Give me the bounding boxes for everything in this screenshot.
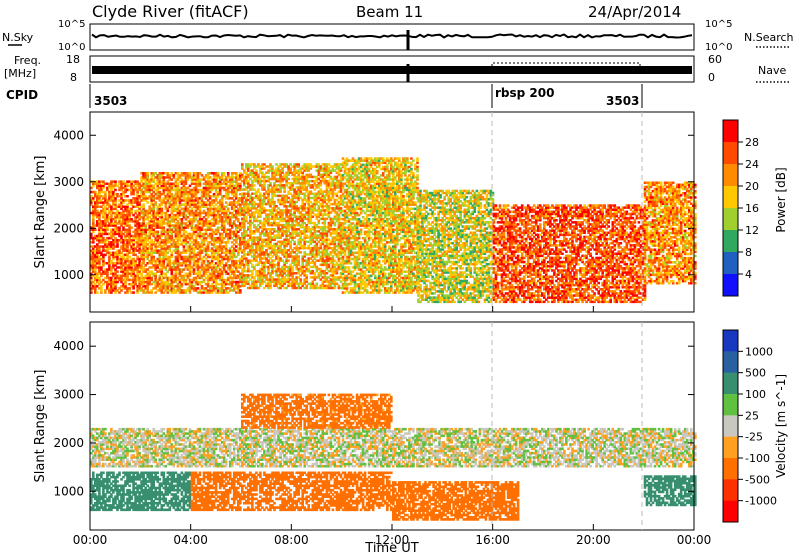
noise-panel-frame: [90, 24, 694, 50]
heatmap-cell: [114, 180, 117, 183]
date-label: 24/Apr/2014: [588, 3, 681, 21]
heatmap-cell: [114, 189, 117, 192]
radar-summary-plot: Clyde River (fitACF) Beam 11 24/Apr/2014…: [0, 0, 800, 554]
noise-left-label: N.Sky: [2, 31, 34, 44]
cpid-label: CPID: [6, 88, 38, 102]
heatmap-cell: [96, 291, 99, 294]
cpid-segment-3: 3503: [606, 94, 639, 108]
nave-tick-bottom: 0: [708, 71, 715, 84]
freq-tick-top: 18: [66, 53, 80, 66]
heatmap-cell: [132, 291, 135, 294]
heatmap-cell: [163, 226, 166, 229]
noise-panel: N.Sky 10^5 10^0 10^5 10^0 N.Search: [2, 19, 794, 53]
heatmap-cell: [146, 201, 149, 204]
noise-sky-line: [92, 35, 692, 38]
heatmap-cell: [116, 270, 119, 273]
station-title: Clyde River (fitACF): [92, 2, 249, 21]
heatmap-cell: [130, 226, 133, 229]
heatmap-cell: [154, 201, 157, 204]
heatmap-cell: [156, 231, 159, 234]
nave-right-label: Nave: [758, 64, 786, 77]
freq-panel: Freq. [MHz] 18 8 60 0 Nave: [4, 53, 790, 84]
cpid-row: CPID 3503 rbsp 200 3503: [6, 84, 642, 108]
plot-canvas: Clyde River (fitACF) Beam 11 24/Apr/2014…: [0, 0, 800, 554]
freq-tick-bottom: 8: [70, 71, 77, 84]
freq-trace: [92, 66, 692, 74]
heatmap-cell: [146, 172, 149, 175]
noise-tick-left-bottom: 10^0: [58, 42, 85, 53]
noise-tick-left-top: 10^5: [58, 19, 85, 30]
nave-trace: [492, 63, 640, 66]
noise-tick-right-top: 10^5: [705, 19, 732, 30]
cpid-segment-2: rbsp 200: [495, 86, 554, 100]
heatmap-cell: [161, 208, 164, 211]
noise-right-label: N.Search: [744, 31, 794, 44]
freq-left-label: Freq.: [14, 54, 41, 67]
cpid-segment-1: 3503: [94, 94, 127, 108]
heatmap-cell: [152, 256, 155, 259]
heatmap-cell: [126, 195, 129, 198]
freq-left-units: [MHz]: [4, 67, 36, 80]
power-heatmap: [90, 157, 697, 303]
beam-label: Beam 11: [356, 3, 423, 21]
nave-tick-top: 60: [708, 53, 722, 66]
heatmap-cell: [142, 203, 145, 206]
noise-tick-right-bottom: 10^0: [705, 42, 732, 53]
heatmap-cell: [94, 229, 97, 232]
